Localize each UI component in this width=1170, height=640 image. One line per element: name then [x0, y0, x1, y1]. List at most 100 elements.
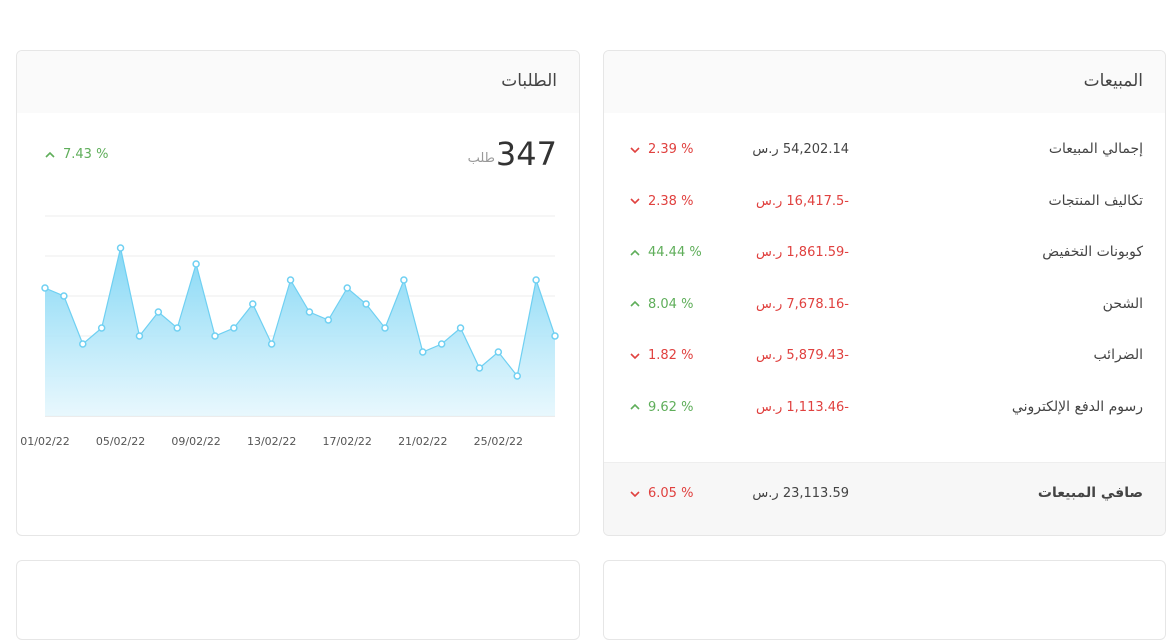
trend-arrow	[630, 403, 640, 410]
card	[16, 560, 580, 640]
point	[305, 308, 314, 316]
card-header	[604, 51, 1165, 113]
trend-arrow	[630, 249, 640, 256]
point	[532, 276, 540, 284]
x-tick-label: 25/02/22	[474, 435, 523, 448]
point	[286, 276, 295, 284]
arrow-shape	[630, 146, 640, 153]
point	[494, 348, 503, 356]
row-change: 44.44 %	[630, 245, 702, 260]
card	[603, 560, 1166, 640]
row-change: 1.82 %	[630, 348, 693, 363]
change-text: 1.82 %	[648, 348, 694, 363]
row-value: -7,678.16 ر.س	[756, 297, 849, 312]
row-value: -1,113.46 ر.س	[756, 400, 849, 415]
trend-arrow	[630, 146, 640, 153]
point	[249, 300, 257, 308]
label-text: الضرائب	[1093, 347, 1143, 363]
orders-unit: طلب	[467, 151, 495, 166]
trend-arrow	[630, 490, 640, 497]
row-change: 2.38 %	[630, 194, 693, 209]
row-value: -5,879.43 ر.س	[756, 348, 849, 363]
arrow-shape	[630, 403, 640, 410]
label-text: رسوم الدفع الإلكتروني	[1011, 398, 1143, 415]
row-change: 2.39 %	[630, 142, 693, 157]
area	[45, 248, 555, 416]
trend-arrow	[630, 352, 640, 359]
x-tick-label: 01/02/22	[20, 435, 69, 448]
row-value: -16,417.5 ر.س	[756, 194, 849, 209]
point	[211, 332, 219, 340]
row-label: صافي المبيعات	[1038, 485, 1143, 501]
net-row-bg	[604, 462, 1165, 535]
value-text: -5,879.43 ر.س	[755, 348, 849, 363]
change-text: 7.43 %	[63, 147, 109, 162]
point	[192, 260, 200, 268]
point	[456, 324, 465, 332]
point	[97, 324, 106, 332]
row-label: إجمالي المبيعات	[1049, 141, 1143, 157]
label-text: كوبونات التخفيض	[1042, 244, 1143, 260]
value-text: 23,113.59 ر.س	[752, 486, 849, 501]
card-title: الطلبات	[501, 71, 557, 91]
row-change: 9.62 %	[630, 400, 693, 415]
x-tick-label: 13/02/22	[247, 435, 296, 448]
row-value: 23,113.59 ر.س	[752, 486, 849, 501]
orders-chart: 01/02/22 05/02/22 09/02/22 13/02/22 17/02/22…	[20, 215, 559, 448]
label-text: إجمالي المبيعات	[1048, 141, 1143, 157]
value-text: 54,202.14 ر.س	[752, 142, 849, 157]
value-text: -7,678.16 ر.س	[755, 296, 849, 312]
point	[79, 340, 87, 348]
point	[343, 284, 351, 292]
arrow-shape	[45, 151, 55, 158]
point	[267, 340, 276, 348]
value-text: -1,861.59 ر.س	[755, 245, 849, 260]
change-text: 8.04 %	[648, 296, 694, 312]
row-change: 8.04 %	[630, 297, 693, 312]
point	[475, 364, 484, 372]
point	[324, 316, 333, 324]
change-text: 2.39 %	[648, 142, 694, 157]
change-text: 9.62 %	[648, 399, 694, 415]
arrow-shape	[630, 490, 640, 497]
x-tick-label: 17/02/22	[323, 435, 372, 448]
row-label: الضرائب	[1093, 347, 1143, 363]
row-change: 6.05 %	[630, 486, 693, 501]
sales-card: المبيعات إجمالي المبيعات 54,202.14 ر.س 2.3…	[603, 50, 1166, 536]
card-title: المبيعات	[1083, 71, 1143, 91]
point	[116, 244, 125, 252]
orders-change: 7.43 %	[45, 147, 108, 162]
change-text: 44.44 %	[648, 245, 702, 260]
value-text: -1,113.46 ر.س	[755, 399, 849, 415]
point	[551, 332, 559, 340]
point	[60, 292, 68, 300]
point	[362, 300, 370, 308]
point	[154, 308, 163, 316]
row-label: رسوم الدفع الإلكتروني	[1012, 399, 1143, 415]
change-text: 6.05 %	[648, 486, 694, 501]
arrow-shape	[630, 198, 640, 205]
label-text: الشحن	[1102, 295, 1143, 312]
point	[437, 340, 446, 348]
arrow-shape	[630, 300, 640, 307]
line	[44, 247, 556, 378]
row-label: تكاليف المنتجات	[1048, 193, 1143, 209]
x-tick-label: 21/02/22	[398, 435, 447, 448]
point	[173, 324, 181, 332]
point	[513, 372, 521, 380]
card-header	[17, 51, 579, 113]
point	[230, 324, 238, 332]
row-label: الشحن	[1103, 296, 1143, 312]
x-tick-label: 05/02/22	[96, 435, 145, 448]
page: الطلبات 347 طلب 7.43 % المبيعات إجمالي ا…	[16, 50, 1166, 640]
change-text: 2.38 %	[648, 193, 694, 209]
arrow-shape	[630, 249, 640, 256]
point	[419, 348, 427, 356]
row-value: 54,202.14 ر.س	[752, 142, 849, 157]
point	[135, 332, 144, 340]
point	[41, 284, 49, 292]
point	[381, 324, 389, 332]
trend-arrow	[630, 198, 640, 205]
orders-total: 347	[495, 135, 557, 173]
label-text: صافي المبيعات	[1037, 485, 1143, 501]
